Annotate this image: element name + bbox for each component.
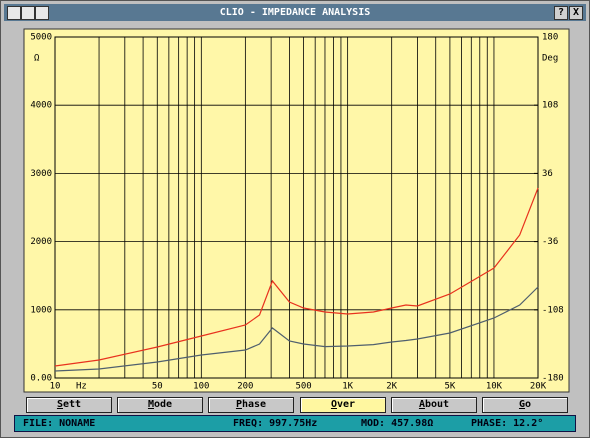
y2-tick-label: -180: [542, 374, 564, 384]
y-tick-label: 0.00: [30, 374, 52, 384]
x-tick-label: 100: [193, 382, 209, 392]
status-bar: FILE: NONAME FREQ: 997.75Hz MOD: 457.98Ω…: [14, 415, 576, 432]
status-freq: FREQ: 997.75Hz: [233, 418, 318, 429]
icon[interactable]: [21, 6, 35, 20]
series-line: [54, 187, 539, 367]
y2-tick-label: 108: [542, 101, 558, 111]
x-tick-label: 50: [152, 382, 163, 392]
y2-tick-label: -108: [542, 305, 564, 315]
close-button[interactable]: X: [569, 6, 583, 20]
status-mod: MOD: 457.98Ω: [361, 418, 434, 429]
x-tick-label: 1K: [342, 382, 353, 392]
y-tick-label: 2000: [30, 237, 52, 247]
y-tick-label: 4000: [30, 101, 52, 111]
y-tick-label: 5000: [30, 33, 52, 43]
button[interactable]: Over: [300, 397, 386, 413]
x-tick-label: 10: [50, 382, 61, 392]
x-tick-label: 10K: [486, 382, 503, 392]
plot-background: [23, 28, 570, 393]
y-tick-label: 3000: [30, 169, 52, 179]
icon[interactable]: [35, 6, 49, 20]
window-title: CLIO - IMPEDANCE ANALYSIS: [219, 7, 371, 18]
y-tick-label: 1000: [30, 305, 52, 315]
y2-unit: Deg: [542, 54, 558, 64]
button[interactable]: Phase: [208, 397, 294, 413]
y2-tick-label: 180: [542, 33, 558, 43]
icon[interactable]: [7, 6, 21, 20]
x-tick-label: 2K: [386, 382, 397, 392]
x-tick-label: 500: [295, 382, 311, 392]
series-line: [54, 286, 539, 372]
title-bar: CLIO - IMPEDANCE ANALYSIS ? X: [4, 4, 586, 21]
x-tick-label: 20K: [530, 382, 547, 392]
button[interactable]: Go: [482, 397, 568, 413]
y-unit: Ω: [34, 54, 40, 64]
y2-tick-label: 36: [542, 169, 553, 179]
x-tick-label: 200: [237, 382, 253, 392]
x-unit: Hz: [76, 382, 87, 392]
x-tick-label: 5K: [444, 382, 455, 392]
button[interactable]: Mode: [117, 397, 203, 413]
status-phase: PHASE: 12.2°: [471, 418, 544, 429]
button[interactable]: Sett: [26, 397, 112, 413]
y2-tick-label: -36: [542, 237, 558, 247]
help-button[interactable]: ?: [554, 6, 568, 20]
button[interactable]: About: [391, 397, 477, 413]
status-file: FILE: NONAME: [23, 418, 96, 429]
